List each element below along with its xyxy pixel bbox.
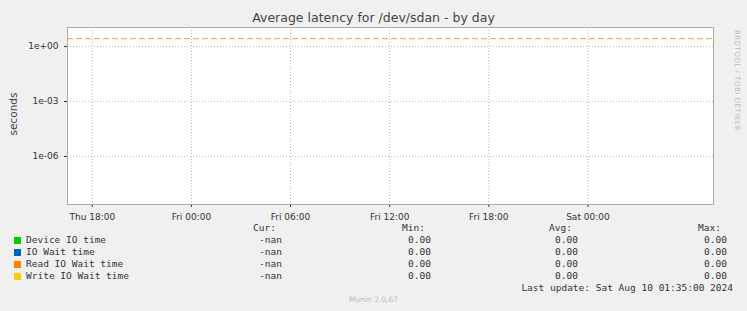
svg-text:1e-06: 1e-06 [33,151,59,161]
html-text:Min:: Min: [402,222,425,233]
html-text:0.00: 0.00 [408,258,431,269]
svg-text:Fri 06:00: Fri 06:00 [271,212,311,222]
svg-text:1e-03: 1e-03 [33,96,59,106]
html-text:-nan: -nan [259,234,282,245]
svg-text:Thu 18:00: Thu 18:00 [68,212,115,222]
html-text:Read IO Wait time: Read IO Wait time [26,258,124,269]
html-text:0.00: 0.00 [408,270,431,281]
svg-text:Fri 00:00: Fri 00:00 [172,212,212,222]
html-text:Write IO Wait time: Write IO Wait time [26,270,129,281]
html-text:0.00: 0.00 [555,246,578,257]
html-text:0.00: 0.00 [555,258,578,269]
html-text:Munin 2.0.67: Munin 2.0.67 [349,295,398,304]
svg-text:Fri 18:00: Fri 18:00 [469,212,509,222]
svg-text:1e+00: 1e+00 [28,41,59,51]
html-text:seconds: seconds [7,92,19,136]
html-text:-nan: -nan [259,246,282,257]
html-text:0.00: 0.00 [704,246,727,257]
html-text:0.00: 0.00 [555,270,578,281]
html-text:Cur:: Cur: [253,222,276,233]
svg-text:Fri 12:00: Fri 12:00 [370,212,410,222]
html-text:Device IO time: Device IO time [26,234,107,245]
html-text:-nan: -nan [259,258,282,269]
html-text:-nan: -nan [259,270,282,281]
html-text:0.00: 0.00 [408,234,431,245]
html-text:0.00: 0.00 [704,258,727,269]
html-text:RRDTOOL / TOBI OETIKER: RRDTOOL / TOBI OETIKER [733,30,741,132]
html-text:Last update: Sat Aug 10 01:35:: Last update: Sat Aug 10 01:35:00 2024 [521,282,733,293]
svg-text:Sat 00:00: Sat 00:00 [566,212,610,222]
html-text:Avg:: Avg: [549,222,572,233]
html-text:Average latency for /dev/sdan: Average latency for /dev/sdan - by day [252,10,495,25]
html-text:Max:: Max: [698,222,721,233]
html-text:0.00: 0.00 [704,234,727,245]
html-text:IO Wait time: IO Wait time [26,246,95,257]
html-text:0.00: 0.00 [408,246,431,257]
html-text:0.00: 0.00 [555,234,578,245]
html-text:0.00: 0.00 [704,270,727,281]
